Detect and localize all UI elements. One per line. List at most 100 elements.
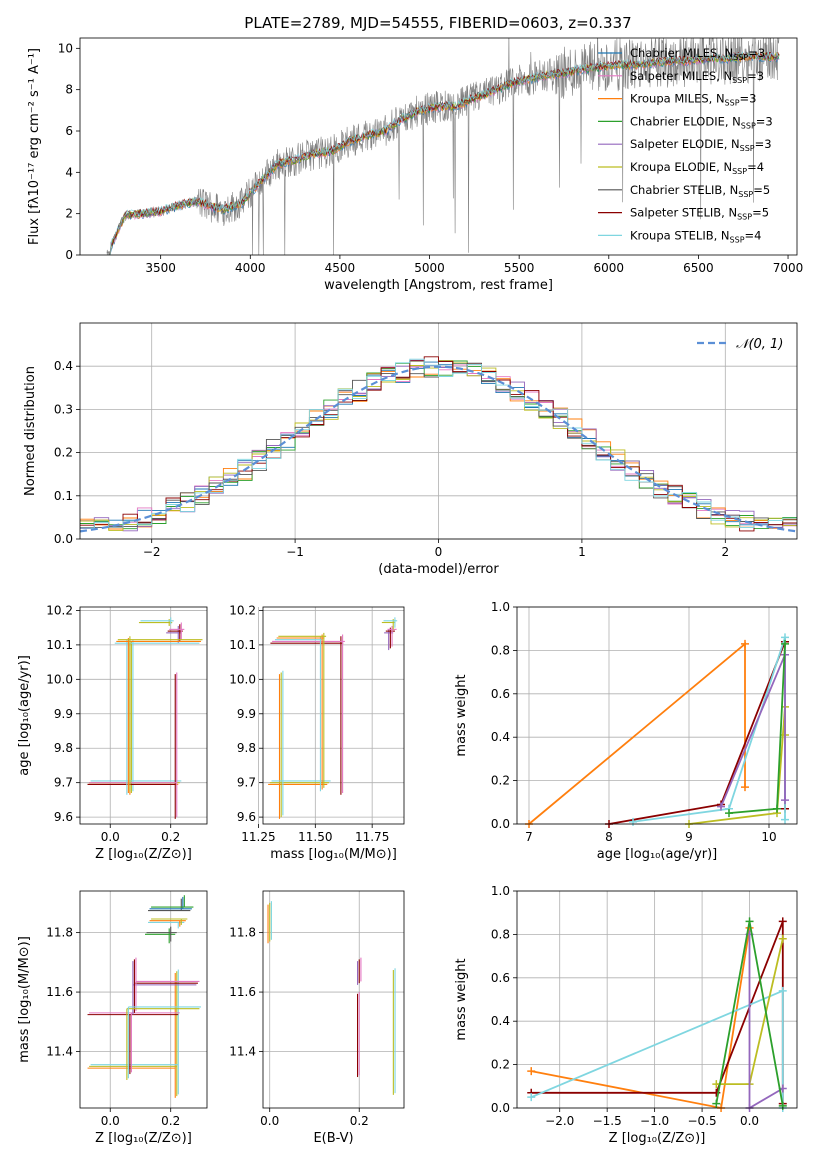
legend-label-subscript: SSP [725, 99, 740, 108]
x-tick-label: −1.0 [640, 1114, 669, 1128]
x-tick-label: 6000 [594, 261, 625, 275]
legend-label-text: Salpeter STELIB, N [630, 206, 737, 220]
x-tick-label: 2 [721, 545, 729, 559]
normal-distribution-curve [79, 365, 798, 533]
x-tick-label: 6500 [683, 261, 714, 275]
mass-weight-marker [781, 639, 789, 648]
legend-label-subscript: SSP [737, 213, 752, 222]
legend-label-count: =4 [745, 228, 762, 242]
mass-weight-marker [629, 817, 637, 826]
legend-label-3: Kroupa MILES, NSSP=3 [630, 92, 756, 108]
x-tick-label: 0 [435, 545, 443, 559]
y-tick-label: 0.0 [491, 817, 510, 831]
model-spectrum-line-6 [106, 51, 780, 255]
legend-label-text: Chabrier ELODIE, N [630, 114, 741, 128]
x-tick-label: −0.5 [688, 1114, 717, 1128]
y-tick-label: 9.9 [237, 707, 256, 721]
mass_weight_vs_Z-panel: −2.0 −1.5 −1.0 −0.5 0.0 0.0 0.2 0.4 0.6 0.8 1.0 Z [… [454, 884, 798, 1146]
x-tick-label: 10 [761, 830, 776, 844]
y-tick-label: 0.8 [491, 643, 510, 657]
figure-title: PLATE=2789, MJD=54555, FIBERID=0603, z=0… [244, 14, 631, 32]
x-tick-label: 3500 [145, 261, 176, 275]
x-axis-label: Z [log₁₀(Z/Z⊙)] [95, 847, 192, 862]
y-tick-label: 10.1 [46, 638, 73, 652]
mass-weight-line-6 [728, 643, 786, 814]
model-spectrum-line-9 [106, 50, 780, 255]
x-tick-label: −2 [143, 545, 161, 559]
x-axis-label: wavelength [Angstrom, rest frame] [324, 278, 553, 293]
x-tick-label: 0.2 [161, 830, 180, 844]
x-tick-label: 7 [525, 830, 533, 844]
x-tick-label: 0.0 [740, 1114, 759, 1128]
spectrum-panel: 3500 4000 4500 5000 5500 6000 6500 7000 0 2 4 6 8 10 w… [27, 37, 803, 293]
mass-weight-marker [717, 802, 725, 811]
legend-label-6: Kroupa ELODIE, NSSP=4 [630, 160, 764, 176]
y-tick-label: 9.6 [237, 810, 256, 824]
y-tick-label: 0.2 [491, 774, 510, 788]
y-axis-label: age [log₁₀(age/yr)] [17, 655, 32, 776]
legend-label-count: =3 [740, 92, 757, 106]
mass_vs_EBV-panel: 0.0 0.2 11.4 11.6 11.8 E(B-V) [229, 890, 405, 1146]
legend-label-text: Chabrier STELIB, N [630, 183, 738, 197]
y-tick-label: 8 [65, 83, 73, 97]
y-tick-label: 0.2 [54, 446, 73, 460]
y-tick-label: 9.7 [54, 776, 73, 790]
mass_weight_vs_age-panel: 7 8 9 10 0.0 0.2 0.4 0.6 0.8 1.0 age [log₁₀(age/yr… [454, 600, 798, 862]
legend-label-count: =3 [756, 114, 773, 128]
axes-frame [79, 890, 208, 1109]
x-axis-label: (data-model)/error [378, 562, 499, 577]
y-tick-label: 11.6 [229, 985, 256, 999]
mass-weight-line-1 [528, 641, 746, 825]
y-tick-label: 4 [65, 165, 73, 179]
y-tick-label: 10 [58, 41, 73, 55]
mass-weight-marker [781, 796, 789, 805]
legend-label-subscript: SSP [741, 121, 756, 130]
legend-label-subscript: SSP [732, 76, 747, 85]
model-spectrum-line-1 [106, 54, 780, 255]
y-tick-label: 6 [65, 124, 73, 138]
y-tick-label: 0.1 [54, 489, 73, 503]
legend-label-count: =3 [755, 137, 772, 151]
legend-label-count: =3 [748, 46, 765, 60]
mass-weight-marker [741, 639, 749, 648]
y-tick-label: 2 [65, 207, 73, 221]
y-axis-label: mass weight [454, 958, 469, 1040]
y-tick-label: 0.6 [491, 687, 510, 701]
mass-weight-line-2 [608, 641, 786, 825]
legend-label-text: Kroupa ELODIE, N [630, 160, 732, 174]
x-tick-label: 11.25 [241, 830, 275, 844]
axes-frame [516, 890, 798, 1109]
x-tick-label: 9 [685, 830, 693, 844]
mass-weight-line-3 [530, 989, 784, 1108]
legend-label-text: Kroupa STELIB, N [630, 228, 730, 242]
legend-label-subscript: SSP [733, 53, 748, 62]
legend-label-text: Salpeter ELODIE, N [630, 137, 740, 151]
mass-weight-marker [745, 917, 754, 926]
mass-weight-marker [778, 917, 787, 926]
model-spectrum-line-2 [106, 53, 780, 255]
x-tick-label: 0.0 [101, 830, 120, 844]
y-tick-label: 10.1 [229, 638, 256, 652]
y-tick-label: 0.2 [491, 1058, 510, 1072]
mass-weight-marker [778, 1101, 787, 1110]
y-tick-label: 0.4 [54, 359, 73, 373]
spectrum-lines [106, 38, 780, 255]
age_vs_mass-panel: 11.25 11.50 11.75 9.6 9.7 9.8 9.9 10.0 10.1 10.2 m… [229, 603, 405, 862]
mass-weight-marker [778, 986, 787, 995]
model-spectrum-line-7 [106, 51, 780, 255]
mass-weight-marker [725, 809, 733, 818]
legend-label-4: Chabrier ELODIE, NSSP=3 [630, 114, 773, 130]
y-axis-label: Flux [fλ10⁻¹⁷ erg cm⁻² s⁻¹ A⁻¹] [27, 48, 42, 245]
x-axis-label: Z [log₁₀(Z/Z⊙)] [95, 1131, 192, 1146]
x-tick-label: 0.2 [161, 1114, 180, 1128]
x-tick-label: 1 [578, 545, 586, 559]
x-tick-label: 4500 [325, 261, 356, 275]
x-tick-label: 11.50 [298, 830, 332, 844]
y-tick-label: 9.6 [54, 810, 73, 824]
y-tick-label: 0.3 [54, 402, 73, 416]
y-tick-label: 11.8 [229, 926, 256, 940]
legend-label-subscript: SSP [738, 190, 753, 199]
legend-label-normal: 𝒩(0, 1) [736, 337, 783, 352]
y-tick-label: 10.2 [46, 603, 73, 617]
